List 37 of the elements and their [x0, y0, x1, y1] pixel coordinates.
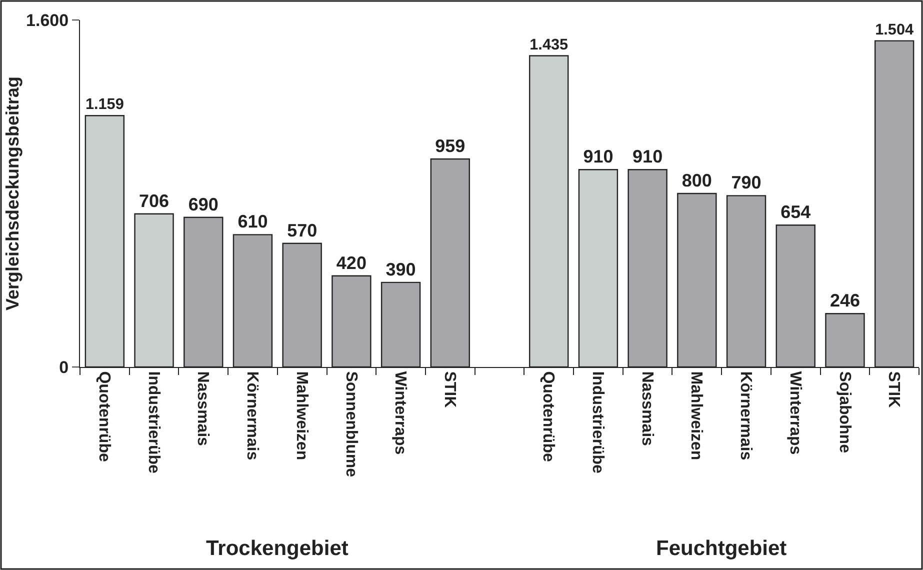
data-label: 654	[780, 202, 811, 222]
x-tick-label: Körnermais	[244, 371, 261, 460]
x-tick-label: Körnermais	[737, 371, 754, 460]
data-label: 790	[731, 172, 762, 193]
data-label: 800	[682, 170, 712, 190]
text: Feuchtgebiet	[656, 537, 787, 560]
x-tick-label: Quotenrübe	[95, 371, 112, 462]
x-tick-label: Nassmais	[638, 371, 656, 446]
data-label: 690	[188, 194, 218, 214]
x-tick-label: Winterraps	[392, 371, 409, 455]
x-tick-label: Sojabohne	[836, 371, 853, 454]
data-label: 420	[336, 252, 366, 273]
x-tick-label: Sonnenblume	[342, 371, 360, 478]
y-axis-title: Vergleichsdeckungsbeitrag	[2, 76, 22, 311]
x-tick-label: Industrierübe	[589, 371, 606, 474]
x-tick-label: Mahlweizen	[688, 371, 705, 460]
y-tick-label: 0	[59, 358, 69, 377]
data-label: 390	[386, 259, 416, 280]
x-tick-label: STIK	[885, 371, 902, 408]
data-label: 910	[583, 146, 614, 167]
x-tick-label: Nassmais	[194, 371, 212, 446]
data-label: 570	[287, 220, 318, 240]
x-tick-label: Industrierübe	[144, 371, 162, 474]
data-label: 1.435	[530, 36, 569, 54]
data-label: 910	[632, 146, 663, 167]
x-tick-label: STIK	[440, 371, 458, 408]
data-label: 706	[139, 190, 170, 211]
x-tick-label: Quotenrübe	[540, 371, 557, 462]
data-label: 959	[435, 136, 466, 156]
data-label: 246	[830, 290, 860, 311]
data-label: 1.159	[85, 96, 124, 114]
data-label: 1.504	[875, 21, 914, 38]
x-tick-label: Winterraps	[786, 371, 804, 455]
x-tick-label: Mahlweizen	[292, 371, 310, 460]
data-label: 610	[238, 212, 268, 232]
text: Trockengebiet	[206, 537, 348, 560]
y-tick-label: 1.600	[26, 10, 69, 30]
